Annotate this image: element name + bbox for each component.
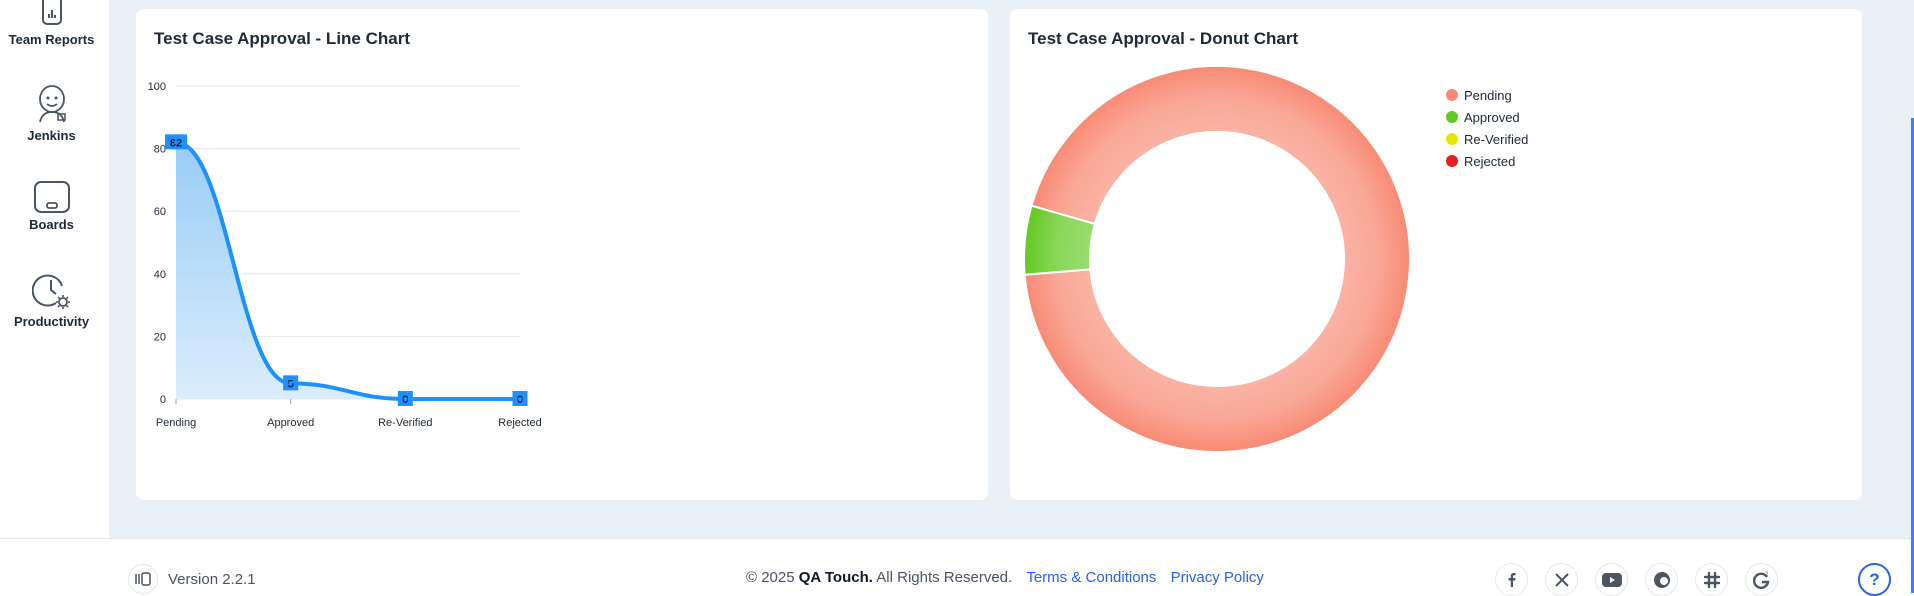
donut-slice-pending[interactable] <box>1023 65 1411 453</box>
copyright: © 2025 QA Touch. All Rights Reserved. Te… <box>746 569 1264 586</box>
legend-marker <box>1446 111 1458 123</box>
card-title: Test Case Approval - Donut Chart <box>1028 29 1299 48</box>
sidebar-item-label: Productivity <box>13 314 90 329</box>
privacy-link[interactable]: Privacy Policy <box>1170 569 1264 586</box>
g2-icon: 2 <box>1752 572 1769 589</box>
help-button[interactable]: ? <box>1858 563 1891 596</box>
footer: Version 2.2.1 © 2025 QA Touch. All Right… <box>0 538 1914 596</box>
facebook-icon <box>1508 572 1516 587</box>
sidebar-item-boards[interactable]: Boards <box>0 181 103 232</box>
version-label: Version 2.2.1 <box>168 570 256 588</box>
rights-text: All Rights Reserved. <box>876 569 1013 586</box>
facebook-link[interactable] <box>1495 563 1528 596</box>
data-point <box>174 140 178 145</box>
legend-item[interactable]: Pending <box>1446 84 1528 106</box>
legend-label: Approved <box>1464 109 1520 125</box>
sidebar-item-label: Jenkins <box>27 128 76 143</box>
terms-link[interactable]: Terms & Conditions <box>1026 569 1157 586</box>
sidebar-item-productivity[interactable]: Productivity <box>0 272 103 329</box>
donut-slice-approved[interactable] <box>1023 204 1097 276</box>
productivity-icon <box>31 274 70 309</box>
svg-text:2: 2 <box>1765 572 1769 578</box>
y-tick-label: 40 <box>154 269 166 281</box>
slack-link[interactable] <box>1695 563 1728 596</box>
donut-legend: Pending Approved Re-Verified Rejected <box>1446 84 1528 172</box>
card-title: Test Case Approval - Line Chart <box>154 29 410 48</box>
x-tick-label: Re-Verified <box>378 417 432 429</box>
report-icon <box>41 0 62 25</box>
brand-name: QA Touch. <box>798 569 873 586</box>
dashboard-content: Test Case Approval - Line Chart 0 20 40 60 8… <box>109 0 1914 538</box>
legend-item[interactable]: Approved <box>1446 106 1528 128</box>
youtube-icon <box>1601 572 1622 587</box>
y-tick-label: 60 <box>154 206 166 218</box>
donut-chart <box>1023 65 1411 453</box>
x-tick-label: Approved <box>267 417 314 429</box>
legend-item[interactable]: Rejected <box>1446 150 1528 172</box>
social-links: 2 <box>1495 563 1778 596</box>
x-icon <box>1554 572 1569 587</box>
series-area <box>176 142 520 399</box>
y-tick-label: 0 <box>160 394 166 406</box>
data-point <box>288 381 293 386</box>
sidebar-item-jenkins[interactable]: Jenkins <box>0 84 103 143</box>
x-link[interactable] <box>1545 563 1578 596</box>
line-chart: 0 20 40 60 80 100 Pending Approved Re-Verified Re… <box>148 81 542 429</box>
sidebar: Team Reports Jenkins Boards Productivity <box>0 0 109 593</box>
board-icon <box>33 181 70 213</box>
panel-toggle-button[interactable] <box>128 564 158 594</box>
legend-marker <box>1446 89 1458 101</box>
slack-icon <box>1703 571 1720 588</box>
x-tick-label: Rejected <box>498 417 541 429</box>
data-point <box>403 397 408 401</box>
legend-marker <box>1446 133 1458 145</box>
youtube-link[interactable] <box>1595 563 1628 596</box>
legend-label: Re-Verified <box>1464 131 1529 147</box>
jenkins-icon <box>38 85 66 123</box>
line-chart-card: Test Case Approval - Line Chart 0 20 40 60 8… <box>136 9 988 500</box>
panel-toggle-icon <box>135 572 151 586</box>
y-tick-label: 80 <box>154 144 166 156</box>
sidebar-item-team-reports[interactable]: Team Reports <box>0 0 103 47</box>
copyright-year: © 2025 <box>746 569 795 586</box>
version-info: Version 2.2.1 <box>128 564 256 594</box>
legend-label: Pending <box>1464 87 1512 103</box>
sidebar-item-label: Boards <box>29 217 74 232</box>
y-tick-label: 100 <box>148 81 166 93</box>
y-tick-label: 20 <box>154 331 166 343</box>
legend-label: Rejected <box>1464 153 1516 169</box>
data-point <box>518 397 522 401</box>
legend-item[interactable]: Re-Verified <box>1446 128 1528 150</box>
sidebar-item-label: Team Reports <box>8 32 95 47</box>
community-link[interactable] <box>1645 563 1678 596</box>
g2-link[interactable]: 2 <box>1745 563 1778 596</box>
series-line <box>175 140 520 401</box>
x-tick-label: Pending <box>156 417 196 429</box>
community-icon <box>1653 571 1670 588</box>
scrollbar[interactable] <box>1911 118 1914 593</box>
legend-marker <box>1446 155 1458 167</box>
